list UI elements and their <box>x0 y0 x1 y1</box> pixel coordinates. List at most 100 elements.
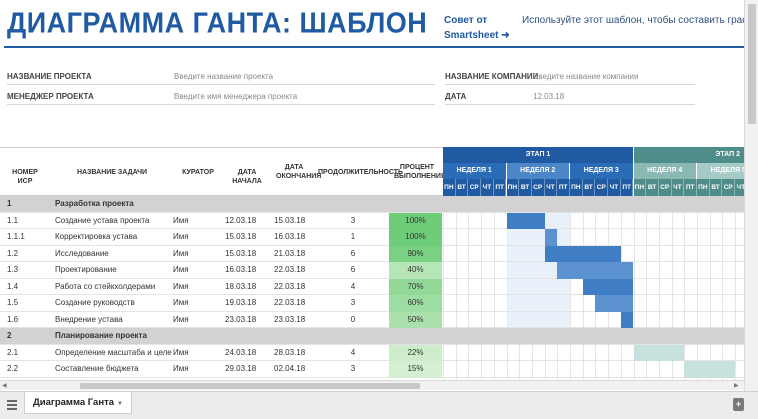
cell-percent[interactable]: 40% <box>389 262 442 279</box>
cell-end[interactable]: 22.03.18 <box>274 265 306 274</box>
cell-end[interactable]: 23.03.18 <box>274 314 306 324</box>
col-owner[interactable]: КУРАТОР <box>182 169 214 176</box>
gantt-task-bar[interactable] <box>620 311 634 328</box>
sheet-list-menu-icon[interactable] <box>7 400 17 410</box>
task-row[interactable]: 1.6 Внедрение устава Имя 23.03.18 23.03.18 0 5… <box>0 311 744 328</box>
cell-owner[interactable]: Имя <box>173 298 189 307</box>
cell-percent[interactable]: 22% <box>389 344 442 361</box>
cell-start[interactable]: 12.03.18 <box>225 215 257 225</box>
gantt-task-bar[interactable] <box>633 344 685 361</box>
cell-owner[interactable]: Имя <box>173 314 189 324</box>
cell-percent[interactable]: 100% <box>389 212 442 229</box>
col-wbs[interactable]: НОМЕР ИСР <box>12 169 38 185</box>
tab-dropdown-icon[interactable]: ▼ <box>117 401 123 407</box>
cell-duration[interactable] <box>320 328 386 345</box>
cell-task[interactable]: Проектирование <box>55 265 117 274</box>
cell-duration[interactable]: 0 <box>350 314 356 324</box>
horizontal-scrollbar[interactable]: ◀ ▶ <box>0 380 744 390</box>
gantt-task-bar[interactable] <box>684 361 736 378</box>
cell-id[interactable]: 1.5 <box>7 298 19 307</box>
vertical-scroll-thumb[interactable] <box>748 4 756 124</box>
cell-task[interactable]: Составление бюджета <box>55 364 139 373</box>
cell-duration[interactable]: 4 <box>350 347 356 357</box>
col-task-name[interactable]: НАЗВАНИЕ ЗАДАЧИ <box>76 169 148 176</box>
gantt-task-bar[interactable] <box>544 245 621 262</box>
cell-end[interactable]: 28.03.18 <box>274 347 306 357</box>
cell-start[interactable]: 23.03.18 <box>225 314 257 324</box>
col-duration[interactable]: ПРОДОЛЖИТЕЛЬНОСТЬ <box>318 169 404 176</box>
cell-owner[interactable]: Имя <box>173 215 189 225</box>
cell-owner[interactable]: Имя <box>173 281 189 291</box>
task-row[interactable]: 1.1 Создание устава проекта Имя 12.03.18 15.… <box>0 212 744 229</box>
cell-task[interactable]: Исследование <box>55 248 109 258</box>
cell-percent[interactable]: 15% <box>389 361 442 378</box>
cell-duration[interactable]: 3 <box>350 298 356 307</box>
project-name-field[interactable]: Введите название проекта <box>174 72 274 81</box>
cell-task[interactable]: Создание устава проекта <box>55 215 150 225</box>
cell-end[interactable]: 16.03.18 <box>274 232 306 241</box>
gantt-task-bar[interactable] <box>544 229 558 246</box>
cell-id[interactable]: 1.6 <box>7 314 19 324</box>
cell-start[interactable] <box>225 196 271 213</box>
cell-duration[interactable]: 1 <box>350 232 356 241</box>
cell-start[interactable]: 24.03.18 <box>225 347 257 357</box>
cell-start[interactable]: 29.03.18 <box>225 364 257 373</box>
section-row[interactable]: 1 Разработка проекта <box>0 196 744 213</box>
cell-task[interactable]: Внедрение устава <box>55 314 123 324</box>
cell-id[interactable]: 2.1 <box>7 347 19 357</box>
cell-end[interactable]: 21.03.18 <box>274 248 306 258</box>
cell-task[interactable]: Разработка проекта <box>55 199 134 208</box>
task-row[interactable]: 1.1.1 Корректировка устава Имя 15.03.18 16.0… <box>0 229 744 246</box>
cell-start[interactable] <box>225 328 271 345</box>
task-row[interactable]: 1.3 Проектирование Имя 16.03.18 22.03.18 6 40% <box>0 262 744 279</box>
col-percent[interactable]: ПРОЦЕНТ ВЫПОЛНЕНИЯ <box>394 164 446 180</box>
add-sheet-icon[interactable]: + <box>733 398 744 411</box>
scroll-right-icon[interactable]: ▶ <box>734 383 739 389</box>
cell-start[interactable]: 15.03.18 <box>225 232 257 241</box>
col-end-date[interactable]: ДАТА ОКОНЧАНИЯ <box>276 164 322 180</box>
date-field[interactable]: 12.03.18 <box>533 92 565 101</box>
cell-owner[interactable]: Имя <box>173 265 189 274</box>
task-row[interactable]: 2.2 Составление бюджета Имя 29.03.18 02.04.1… <box>0 361 744 378</box>
vertical-scrollbar[interactable] <box>744 0 758 395</box>
scroll-left-icon[interactable]: ◀ <box>2 383 7 389</box>
gantt-task-bar[interactable] <box>506 212 545 229</box>
task-row[interactable]: 1.5 Создание руководств Имя 19.03.18 22.03.1… <box>0 295 744 312</box>
smartsheet-tip-link[interactable]: Совет от Smartsheet ➜ <box>444 15 510 41</box>
col-start-date[interactable]: ДАТА НАЧАЛА <box>232 169 262 185</box>
cell-owner[interactable]: Имя <box>173 248 189 258</box>
cell-percent[interactable]: 60% <box>389 295 442 312</box>
cell-duration[interactable]: 3 <box>350 364 356 373</box>
cell-owner[interactable]: Имя <box>173 347 189 357</box>
cell-duration[interactable]: 4 <box>350 281 356 291</box>
cell-start[interactable]: 15.03.18 <box>225 248 257 258</box>
cell-start[interactable]: 16.03.18 <box>225 265 257 274</box>
manager-field[interactable]: Введите имя менеджера проекта <box>174 92 298 101</box>
cell-end[interactable]: 22.03.18 <box>274 281 306 291</box>
sheet-tab-gantt[interactable]: Диаграмма Ганта ▼ <box>24 392 132 414</box>
cell-id[interactable]: 1.2 <box>7 248 19 258</box>
cell-end[interactable]: 22.03.18 <box>274 298 306 307</box>
cell-owner[interactable] <box>173 328 221 345</box>
cell-end[interactable]: 02.04.18 <box>274 364 306 373</box>
cell-id[interactable]: 2 <box>7 331 12 340</box>
cell-percent[interactable]: 100% <box>389 229 442 246</box>
cell-task[interactable]: Создание руководств <box>55 298 135 307</box>
cell-id[interactable]: 1 <box>7 199 12 208</box>
task-row[interactable]: 1.2 Исследование Имя 15.03.18 21.03.18 6 90% <box>0 245 744 262</box>
cell-task[interactable]: Определение масштаба и целей <box>55 347 172 357</box>
cell-task[interactable]: Работа со стейкхолдерами <box>55 281 156 291</box>
cell-owner[interactable]: Имя <box>173 232 189 241</box>
cell-start[interactable]: 19.03.18 <box>225 298 257 307</box>
cell-percent[interactable]: 70% <box>389 278 442 295</box>
cell-start[interactable]: 18.03.18 <box>225 281 257 291</box>
cell-percent[interactable] <box>389 196 442 213</box>
gantt-task-bar[interactable] <box>595 295 634 312</box>
gantt-task-bar[interactable] <box>582 278 634 295</box>
cell-duration[interactable] <box>320 196 386 213</box>
cell-owner[interactable]: Имя <box>173 364 189 373</box>
cell-id[interactable]: 1.3 <box>7 265 19 274</box>
horizontal-scroll-thumb[interactable] <box>80 383 420 389</box>
cell-id[interactable]: 1.1 <box>7 215 19 225</box>
task-row[interactable]: 2.1 Определение масштаба и целей Имя 24.03.… <box>0 344 744 361</box>
